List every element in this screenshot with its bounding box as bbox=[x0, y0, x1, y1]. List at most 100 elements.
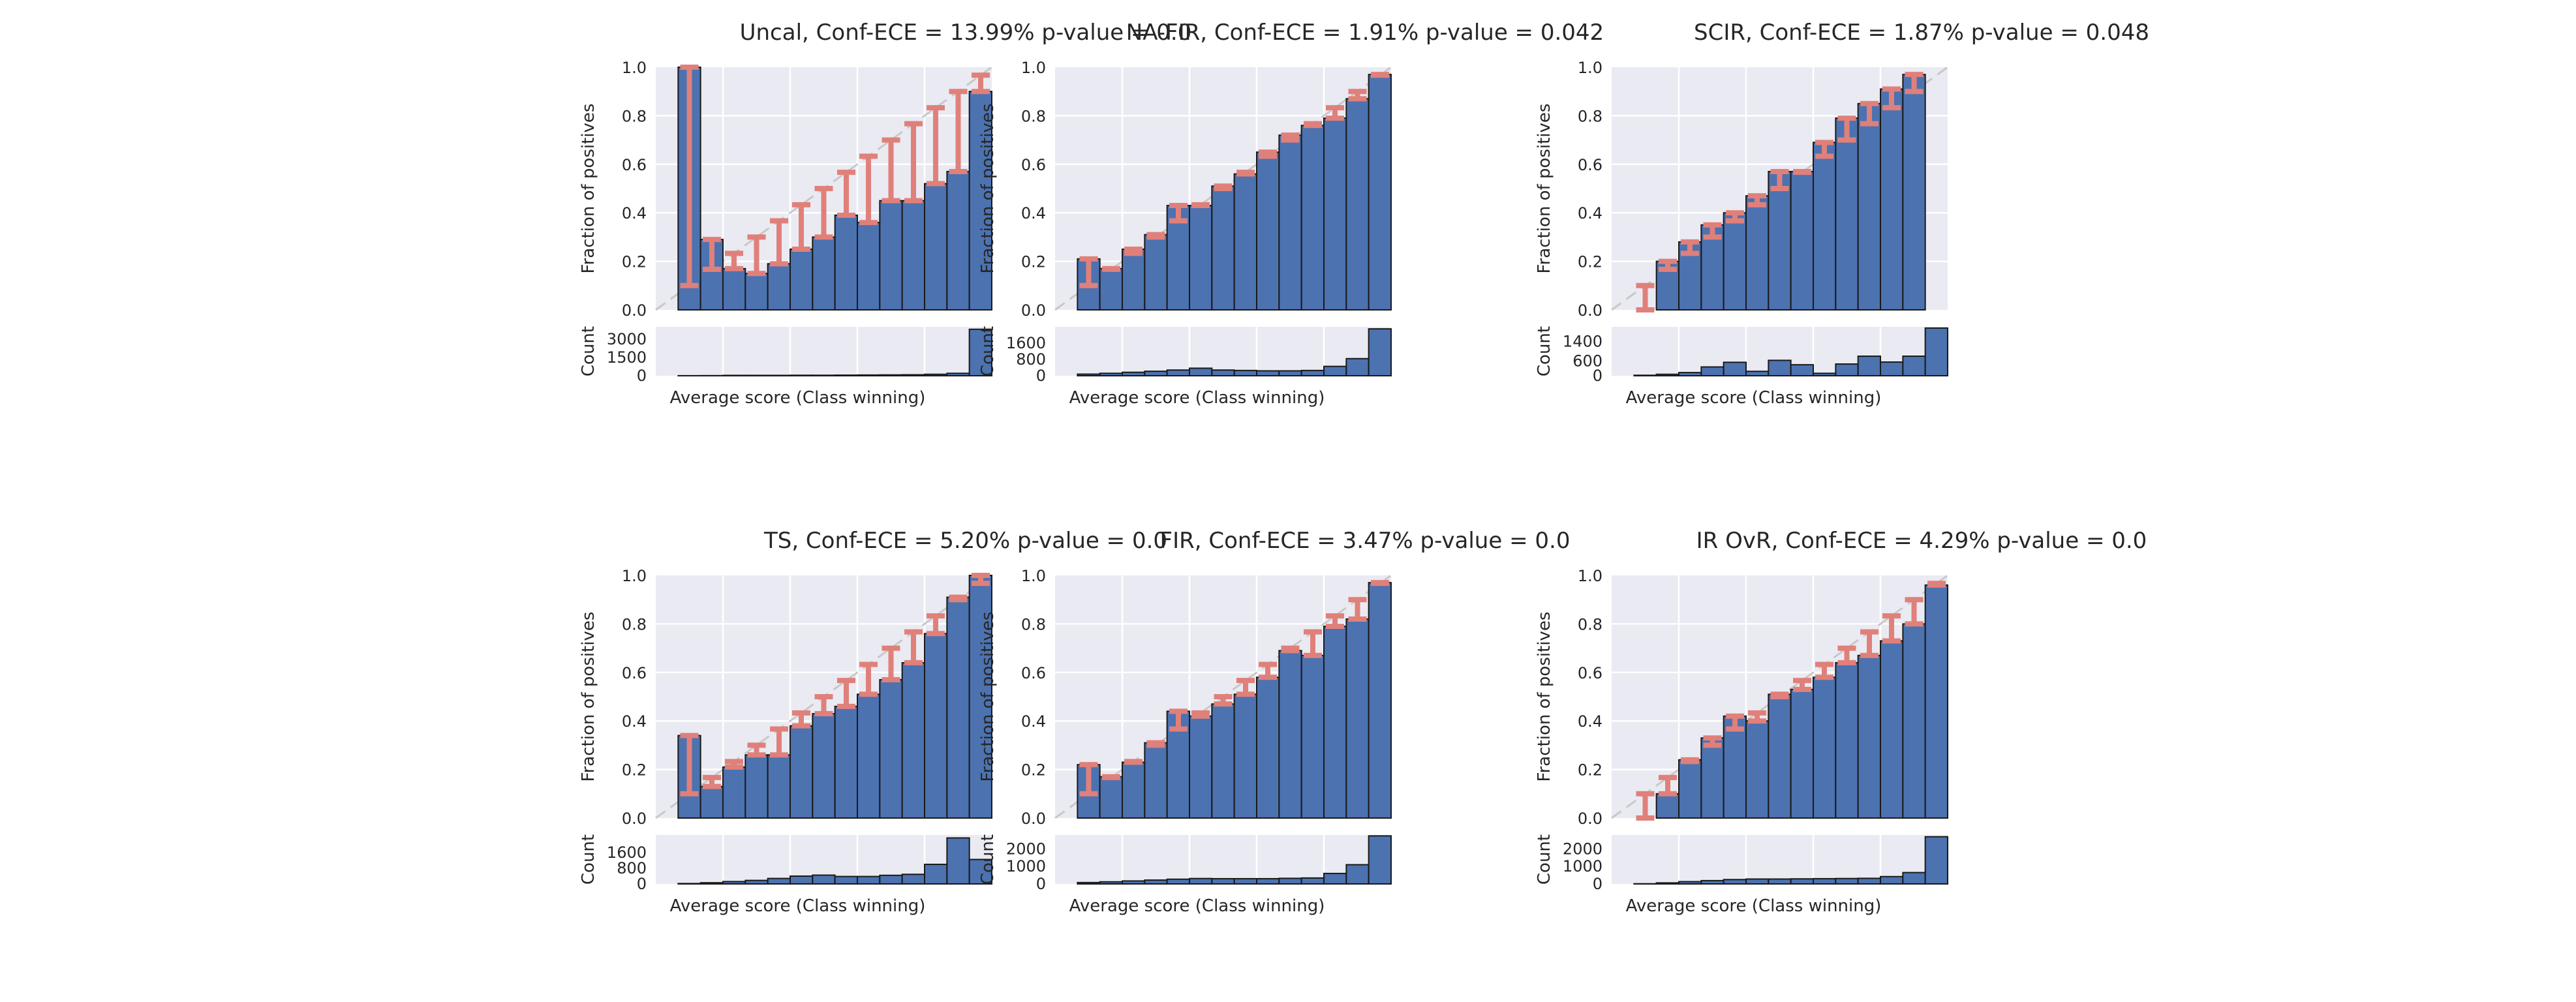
bar bbox=[790, 249, 814, 311]
count-tick-label: 0 bbox=[1593, 367, 1602, 385]
count-bar bbox=[1745, 878, 1770, 885]
y-tick-label: 0.6 bbox=[1021, 156, 1046, 174]
y-tick-label: 0.8 bbox=[1578, 615, 1602, 633]
count-bar bbox=[1813, 372, 1837, 376]
bar bbox=[1122, 761, 1146, 819]
bar bbox=[1678, 759, 1702, 819]
count-bar bbox=[1077, 881, 1101, 885]
y-tick-label: 0.4 bbox=[1021, 712, 1046, 731]
count-bar bbox=[1790, 878, 1814, 885]
count-bar bbox=[1368, 328, 1392, 376]
count-bar bbox=[1189, 367, 1213, 376]
bar bbox=[1233, 173, 1258, 311]
bar bbox=[924, 633, 948, 819]
count-bar bbox=[722, 881, 746, 885]
count-background bbox=[656, 327, 992, 376]
bar bbox=[1790, 688, 1814, 819]
count-bar bbox=[1233, 877, 1258, 885]
bar bbox=[812, 236, 836, 311]
bar bbox=[767, 263, 791, 311]
count-bar bbox=[744, 879, 769, 885]
bar bbox=[1211, 703, 1235, 819]
count-bar bbox=[1857, 356, 1881, 376]
count-bar bbox=[1880, 875, 1904, 885]
x-axis-label: Average score (Class winning) bbox=[670, 896, 926, 916]
count-bar bbox=[1211, 369, 1235, 376]
count-bar bbox=[1323, 872, 1347, 885]
y-tick-label: 0.8 bbox=[1578, 107, 1602, 125]
count-tick-label: 0 bbox=[1036, 875, 1046, 893]
count-bar bbox=[790, 374, 814, 376]
y-tick-label: 1.0 bbox=[622, 567, 647, 585]
count-bar bbox=[1902, 872, 1926, 885]
count-bar bbox=[968, 858, 993, 885]
count-bar bbox=[1723, 879, 1747, 885]
bar bbox=[1368, 582, 1392, 819]
count-axis-label: Count bbox=[1535, 834, 1554, 885]
count-bar bbox=[812, 874, 836, 885]
count-bar bbox=[1144, 879, 1168, 885]
y-tick-label: 0.4 bbox=[1021, 204, 1046, 222]
y-tick-label: 0.6 bbox=[1021, 664, 1046, 682]
count-bar bbox=[1857, 877, 1881, 885]
bar bbox=[1256, 676, 1280, 819]
count-tick-label: 2000 bbox=[1006, 840, 1046, 858]
bar bbox=[1857, 102, 1881, 311]
bar bbox=[946, 170, 970, 311]
count-bar bbox=[1678, 372, 1702, 376]
bar bbox=[1144, 234, 1168, 311]
count-bar bbox=[857, 374, 881, 376]
bar bbox=[1278, 134, 1302, 311]
panel-5: FIR, Conf-ECE = 3.47% p-value = 0.0 0.0 0.… bbox=[978, 528, 1570, 916]
y-tick-label: 0.8 bbox=[1021, 615, 1046, 633]
count-bar bbox=[1902, 356, 1926, 376]
bar bbox=[1790, 170, 1814, 311]
bar bbox=[1144, 742, 1168, 819]
count-bar bbox=[1233, 369, 1258, 376]
y-tick-label: 1.0 bbox=[1021, 59, 1046, 77]
count-bar bbox=[1256, 370, 1280, 376]
bar bbox=[1723, 212, 1747, 311]
count-tick-label: 0 bbox=[1593, 875, 1602, 893]
panel-title: FIR, Conf-ECE = 3.47% p-value = 0.0 bbox=[1160, 528, 1571, 554]
count-bar bbox=[1099, 881, 1124, 885]
count-axis-label: Count bbox=[978, 326, 998, 376]
y-tick-label: 0.0 bbox=[622, 810, 647, 828]
count-bar bbox=[1655, 882, 1679, 885]
y-tick-label: 0.6 bbox=[1578, 156, 1602, 174]
count-bar bbox=[901, 374, 926, 376]
y-tick-label: 0.4 bbox=[1578, 712, 1602, 731]
y-tick-label: 0.4 bbox=[1578, 204, 1602, 222]
panel-1: Uncal, Conf-ECE = 13.99% p-value = 0.0 0.… bbox=[579, 20, 1191, 408]
panel-title: TS, Conf-ECE = 5.20% p-value = 0.0 bbox=[763, 528, 1167, 554]
y-tick-label: 0.0 bbox=[622, 301, 647, 320]
y-tick-label: 0.2 bbox=[1021, 253, 1046, 271]
count-bar bbox=[699, 882, 724, 885]
bar bbox=[1189, 205, 1213, 311]
y-tick-label: 1.0 bbox=[1021, 567, 1046, 585]
y-tick-label: 0.4 bbox=[622, 204, 647, 222]
count-bar bbox=[901, 873, 926, 885]
count-bar bbox=[1345, 357, 1370, 376]
bar bbox=[1835, 117, 1859, 311]
bar bbox=[924, 183, 948, 311]
count-bar bbox=[924, 373, 948, 376]
count-bar bbox=[744, 374, 769, 376]
count-bar bbox=[1211, 877, 1235, 885]
bar bbox=[790, 725, 814, 819]
count-bar bbox=[1122, 880, 1146, 885]
y-tick-label: 0.2 bbox=[1578, 253, 1602, 271]
y-tick-label: 0.6 bbox=[622, 156, 647, 174]
count-bar bbox=[767, 877, 791, 885]
bar bbox=[1655, 793, 1679, 819]
bar bbox=[1300, 125, 1325, 311]
bar bbox=[1368, 74, 1392, 311]
count-tick-label: 600 bbox=[1572, 352, 1602, 371]
panel-2: NA-FIR, Conf-ECE = 1.91% p-value = 0.042… bbox=[978, 20, 1604, 408]
count-bar bbox=[1166, 878, 1191, 885]
bar bbox=[1256, 151, 1280, 311]
bar bbox=[1880, 640, 1904, 819]
y-tick-label: 0.8 bbox=[622, 107, 647, 125]
bar bbox=[1099, 776, 1124, 819]
